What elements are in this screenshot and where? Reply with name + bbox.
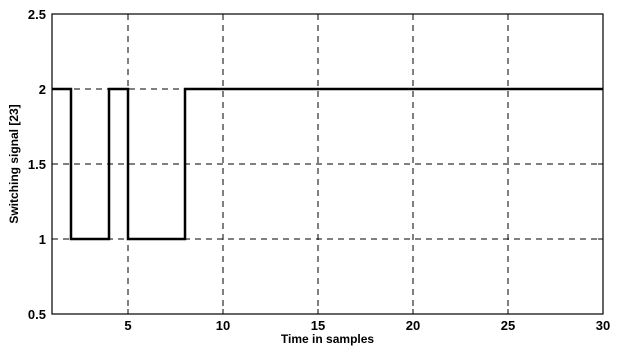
x-tick-label: 10 [216,318,230,333]
x-axis-ticks: 5 10 15 20 25 30 [124,14,610,333]
y-axis-label: Switching signal [23] [7,104,21,223]
y-tick-label: 0.5 [28,307,46,322]
y-tick-label: 1 [39,232,46,247]
x-tick-label: 15 [311,318,325,333]
y-tick-label: 1.5 [28,157,46,172]
y-tick-label: 2.5 [28,7,46,22]
x-tick-label: 5 [124,318,131,333]
grid [52,14,603,314]
y-axis-ticks: 0.5 1 1.5 2 2.5 [28,7,603,322]
switching-signal-line [52,87,603,241]
y-tick-label: 2 [39,82,46,97]
x-tick-label: 25 [501,318,515,333]
x-tick-label: 20 [406,318,420,333]
x-axis-label: Time in samples [281,332,374,346]
x-tick-label: 30 [596,318,610,333]
series-group [52,87,603,241]
